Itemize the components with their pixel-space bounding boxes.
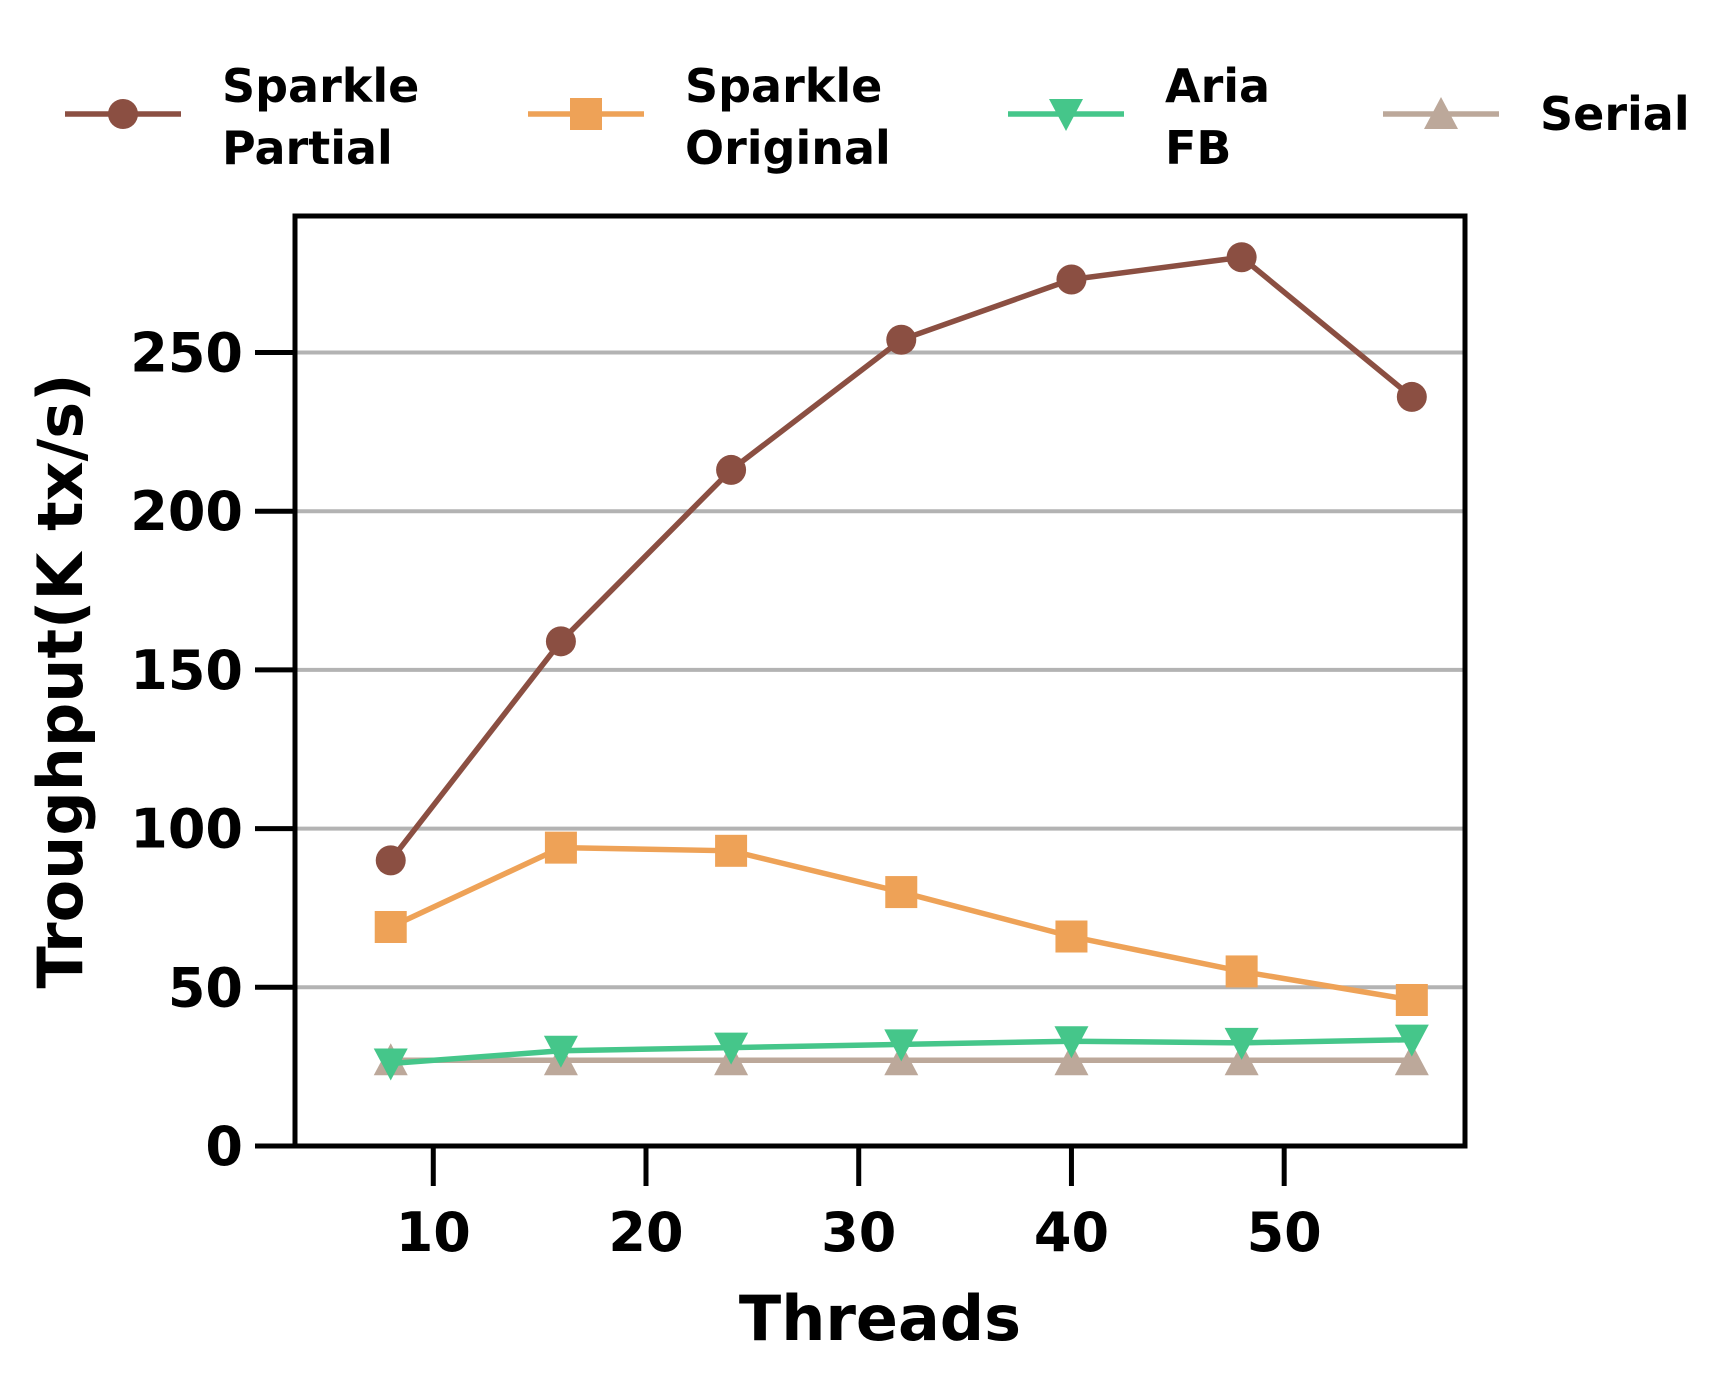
legend-marker: [108, 99, 138, 129]
y-tick-label: 250: [130, 321, 243, 384]
legend-item-sparkle-original: Sparkle Original: [528, 59, 891, 175]
x-tick-label: 10: [396, 1201, 471, 1264]
data-point: [543, 1035, 578, 1068]
data-point: [374, 910, 407, 943]
x-tick-label: 30: [821, 1201, 896, 1264]
plot-frame: [292, 213, 1468, 1149]
legend: Sparkle Partial Sparkle Original Aria FB Seria…: [65, 59, 1690, 175]
y-tick-label: 0: [205, 1115, 243, 1178]
data-point: [1054, 1026, 1089, 1059]
data-point: [1224, 1027, 1259, 1060]
data-point: [1226, 242, 1257, 273]
data-point: [714, 1032, 749, 1065]
y-tick-label: 200: [130, 480, 243, 543]
data-point: [1056, 264, 1087, 295]
data-point: [886, 324, 917, 355]
x-axis: 10 20 30 40 50: [396, 1146, 1322, 1264]
x-axis-title: Threads: [739, 1282, 1021, 1355]
y-tick-label: 50: [168, 956, 243, 1019]
legend-item-aria-fb: Aria FB: [1008, 59, 1270, 175]
x-tick-label: 50: [1247, 1201, 1322, 1264]
data-point: [544, 831, 577, 864]
legend-label: Sparkle: [685, 59, 882, 113]
series-aria-fb: [373, 1024, 1429, 1081]
data-point: [1395, 983, 1428, 1016]
data-point: [1055, 920, 1088, 953]
legend-item-sparkle-partial: Sparkle Partial: [65, 59, 419, 175]
data-point: [715, 834, 748, 867]
legend-label: Aria: [1165, 59, 1270, 113]
x-tick-label: 40: [1034, 1201, 1109, 1264]
data-point: [1054, 1043, 1089, 1076]
data-point: [884, 1029, 919, 1062]
legend-label: Sparkle: [222, 59, 419, 113]
y-tick-label: 100: [130, 798, 243, 861]
data-point: [373, 1048, 408, 1081]
y-axis: 0 50 100 150 200 250: [130, 321, 295, 1178]
data-point: [1225, 955, 1258, 988]
data-point: [716, 454, 747, 485]
series-sparkle-partial: [375, 242, 1427, 876]
legend-marker: [570, 98, 602, 130]
series-layer: [373, 242, 1429, 1081]
legend-label: Original: [685, 121, 891, 175]
legend-label: Serial: [1540, 87, 1690, 141]
x-tick-label: 20: [608, 1201, 683, 1264]
data-point: [1396, 381, 1427, 412]
gridlines: [295, 350, 1465, 990]
data-point: [1394, 1024, 1429, 1057]
data-point: [1394, 1043, 1429, 1076]
data-point: [885, 876, 918, 909]
series-line: [389, 844, 1413, 1003]
y-tick-label: 150: [130, 639, 243, 702]
legend-label: Partial: [222, 121, 393, 175]
legend-label: FB: [1165, 121, 1231, 175]
series-sparkle-original: [374, 831, 1428, 1016]
y-axis-title: Troughput(K tx/s): [24, 374, 97, 989]
legend-marker: [1424, 97, 1458, 129]
data-point: [545, 626, 576, 657]
legend-item-serial: Serial: [1383, 87, 1690, 141]
legend-marker: [1049, 99, 1083, 131]
data-point: [375, 845, 406, 876]
